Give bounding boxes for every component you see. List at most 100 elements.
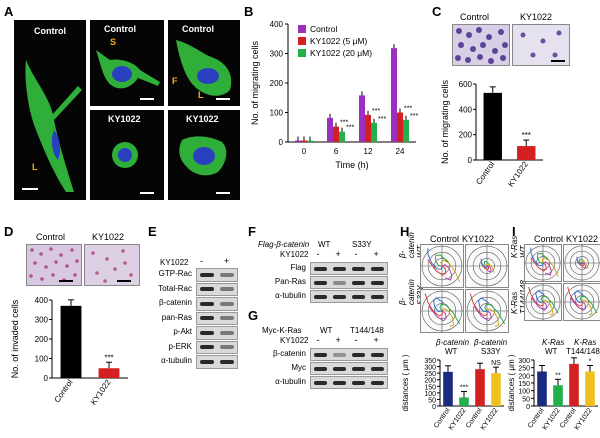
cell-track-plot <box>420 244 464 288</box>
panel-label-i: I <box>512 224 516 239</box>
blot-band <box>352 352 365 357</box>
treatment-sign: + <box>335 335 341 345</box>
bar <box>307 140 313 142</box>
y-tick-label: 400 <box>270 20 284 29</box>
blot-band <box>333 380 346 385</box>
treatment-sign: + <box>335 249 341 259</box>
cell-track <box>576 256 583 265</box>
y-tick-label: 400 <box>459 105 473 114</box>
y-tick-label: 0 <box>526 404 530 411</box>
bar <box>403 119 409 142</box>
cell-track <box>530 257 547 272</box>
blot-strip <box>196 311 238 325</box>
blot-row-label: α-tubulin <box>275 377 306 386</box>
blot-band <box>333 294 346 299</box>
bar <box>537 371 547 406</box>
group-label-2: K-Ras <box>574 338 597 347</box>
chart-c: 0 200 400 600 Control KY1022 *** No. of migrati… <box>440 79 543 188</box>
y-axis-label: No. of migrating cells <box>440 79 450 164</box>
cell-track <box>480 263 490 271</box>
micro-label: Control <box>182 24 214 34</box>
treatment-sign: - <box>354 249 358 259</box>
legend-label: KY1022 (5 μM) <box>310 36 368 46</box>
panel-label-a: A <box>4 4 14 19</box>
blot-strip <box>310 290 388 303</box>
blot-strip <box>196 355 238 369</box>
y-tick-label: 200 <box>459 131 473 140</box>
panel-label-b: B <box>244 4 254 19</box>
blot-strip <box>310 376 388 389</box>
treatment-sign: - <box>316 249 320 259</box>
scale-bar <box>216 192 230 194</box>
cell-track <box>427 259 447 276</box>
cell-track <box>576 260 584 267</box>
y-tick-label: 600 <box>459 80 473 89</box>
blot-band <box>352 280 365 285</box>
blot-band <box>200 330 214 335</box>
bar <box>359 95 365 142</box>
label-drug: KY1022 <box>566 234 599 244</box>
scale-bar <box>140 192 154 194</box>
nucleus <box>118 148 132 162</box>
blot-band <box>200 272 214 277</box>
blot-band <box>333 352 346 357</box>
y-tick-label: 0 <box>468 156 473 165</box>
x-tick-label: 6 <box>334 147 339 156</box>
blot-row-label: pan-Ras <box>161 312 192 322</box>
blot-band <box>333 266 346 271</box>
blot-band <box>371 280 384 285</box>
y-tick-label: 200 <box>518 373 530 380</box>
blot-band <box>314 266 327 271</box>
micrograph-control-f: Control F L <box>168 20 240 106</box>
cell-track <box>581 260 589 269</box>
cell-track <box>424 293 443 317</box>
bar <box>459 397 469 406</box>
mark-s: S <box>110 37 117 47</box>
group-sub-2: S33Y <box>481 347 501 356</box>
significance-mark: ** <box>555 372 561 379</box>
label-control: Control <box>534 234 564 244</box>
blot-band <box>371 352 384 357</box>
y-tick-label: 100 <box>270 109 284 118</box>
y-axis-label: No. of invaded cells <box>10 299 20 378</box>
blot-row-label: α-tubulin <box>275 291 306 300</box>
y-tick-label: 300 <box>518 358 530 365</box>
cell-track-plot <box>465 289 509 333</box>
cell-track <box>579 258 585 264</box>
y-tick-label: 0 <box>44 374 49 383</box>
blot-band <box>200 287 214 292</box>
bar <box>295 140 301 142</box>
cell-track <box>542 299 554 316</box>
blot-strip <box>310 348 388 361</box>
blot-strip <box>196 297 238 311</box>
y-axis-label: distances ( μm ) <box>508 354 516 411</box>
y-tick-label: 150 <box>424 384 436 391</box>
scale-bar <box>22 188 38 190</box>
bar <box>60 305 82 378</box>
blot-band <box>220 287 234 292</box>
bar <box>585 371 595 406</box>
scale-bar <box>216 98 230 100</box>
cell-track <box>541 257 559 277</box>
cell-track <box>439 303 460 325</box>
blot-row-label: p-Akt <box>173 327 192 336</box>
group-sub-2: T144/148 <box>566 347 600 356</box>
blot-band <box>314 280 327 285</box>
cell-track <box>537 253 550 264</box>
micrograph-control-large: Control L <box>14 20 86 200</box>
y-tick-label: 50 <box>522 396 530 403</box>
blot-strip <box>196 340 238 354</box>
cell-track <box>441 308 455 327</box>
blot-row-label: β-catenin <box>158 298 192 307</box>
blot-row-label: p-ERK <box>168 341 192 351</box>
cell-track-plot <box>563 283 600 321</box>
cell-track <box>435 254 450 267</box>
mark-l: L <box>32 162 38 172</box>
cell-track <box>567 286 583 307</box>
cell-track <box>581 261 586 269</box>
cell-track <box>542 261 552 276</box>
blot-strip <box>310 262 388 275</box>
chart-i: 050100150200250300ControlKY1022ControlKY… <box>508 354 598 432</box>
bar <box>491 373 501 406</box>
